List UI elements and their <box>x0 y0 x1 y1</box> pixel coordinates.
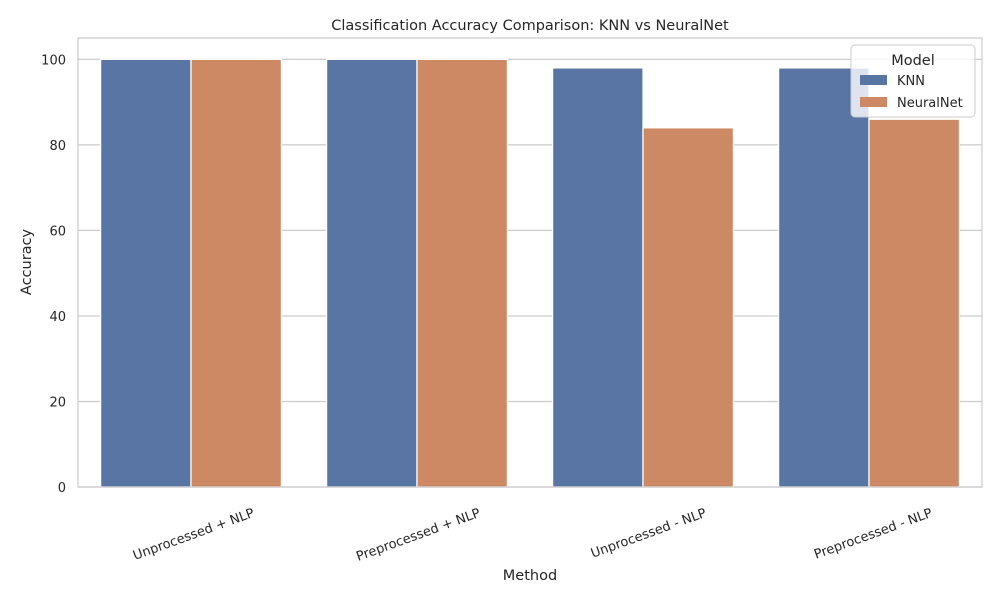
y-tick-label: 40 <box>49 310 66 325</box>
y-tick-label: 100 <box>41 53 66 68</box>
legend-label-knn: KNN <box>897 74 925 89</box>
y-tick-label: 60 <box>49 224 66 239</box>
bar-neuralnet-1 <box>416 58 509 488</box>
bar-neuralnet-0 <box>190 58 283 488</box>
chart-title: Classification Accuracy Comparison: KNN … <box>331 18 729 34</box>
y-axis-label: Accuracy <box>19 228 35 295</box>
legend-title: Model <box>891 53 935 69</box>
legend-swatch-neuralnet <box>860 97 887 107</box>
legend-swatch-knn <box>860 75 887 85</box>
bars <box>99 58 961 488</box>
plot-frame <box>77 37 983 488</box>
bar-neuralnet-3 <box>868 118 961 488</box>
bar-knn-0 <box>99 58 192 488</box>
bar-knn-3 <box>777 67 870 488</box>
bar-neuralnet-2 <box>642 127 735 488</box>
legend-label-neuralnet: NeuralNet <box>897 96 963 111</box>
legend: Model KNN NeuralNet <box>850 44 976 118</box>
bar-knn-2 <box>551 67 644 488</box>
bar-knn-1 <box>325 58 418 488</box>
y-tick-label: 20 <box>49 395 66 410</box>
y-axis-ticks: 0 20 40 60 80 100 <box>41 53 66 496</box>
x-axis-label: Method <box>503 568 557 584</box>
y-tick-label: 80 <box>49 139 66 154</box>
y-tick-label: 0 <box>58 481 66 496</box>
